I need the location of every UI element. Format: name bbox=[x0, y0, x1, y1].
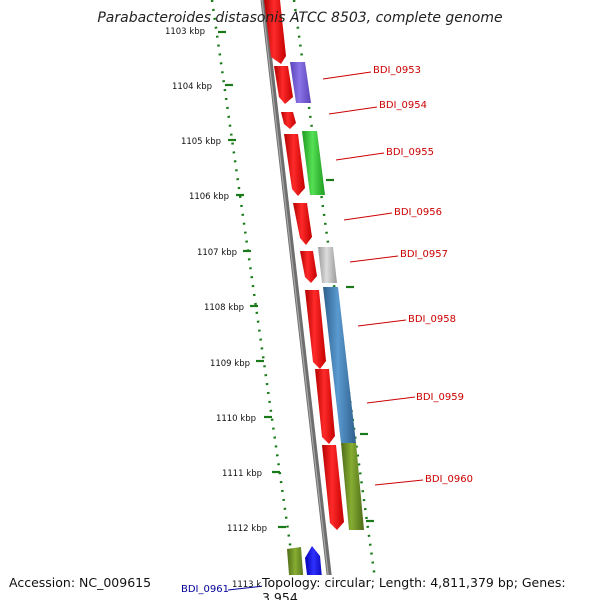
scale-tick-label: 1107 kbp bbox=[197, 248, 237, 258]
gene-label-bdi-0955[interactable]: BDI_0955 bbox=[386, 147, 434, 158]
gene-arrow[interactable] bbox=[322, 445, 344, 530]
gene-label-bdi-0954[interactable]: BDI_0954 bbox=[379, 100, 427, 111]
gene-arrow[interactable] bbox=[274, 66, 293, 104]
gene-grey[interactable] bbox=[318, 247, 337, 283]
gene-olive[interactable] bbox=[341, 443, 364, 530]
scale-tick-label: 1113 kbp bbox=[232, 580, 272, 590]
gene-arrow[interactable] bbox=[284, 134, 305, 196]
accession-label: Accession: NC_009615 bbox=[9, 575, 152, 590]
gc-dotted-track-left bbox=[210, 0, 300, 600]
genome-backbone bbox=[260, 0, 335, 600]
gene-label-bdi-0953[interactable]: BDI_0953 bbox=[373, 65, 421, 76]
gene-purple[interactable] bbox=[290, 62, 311, 103]
gene-label-bdi-0961[interactable]: BDI_0961 bbox=[181, 584, 229, 595]
gc-tick-marks bbox=[218, 30, 374, 529]
genome-title: Parabacteroides distasonis ATCC 8503, co… bbox=[97, 10, 503, 26]
gene-labels: BDI_0953 BDI_0954 BDI_0955 BDI_0956 BDI_… bbox=[181, 65, 473, 595]
scale-tick-label: 1108 kbp bbox=[204, 303, 244, 313]
scale-tick-label: 1103 kbp bbox=[165, 27, 205, 37]
scale-tick-label: 1106 kbp bbox=[189, 192, 229, 202]
scale-tick-label: 1110 kbp bbox=[216, 414, 256, 424]
scale-tick-label: 1105 kbp bbox=[181, 137, 221, 147]
scale-tick-label: 1111 kbp bbox=[222, 469, 262, 479]
gene-label-bdi-0959[interactable]: BDI_0959 bbox=[416, 392, 464, 403]
gene-label-bdi-0960[interactable]: BDI_0960 bbox=[425, 474, 473, 485]
gene-green[interactable] bbox=[302, 131, 325, 195]
genome-summary: Topology: circular; Length: 4,811,379 bp… bbox=[262, 575, 600, 600]
gene-arrow[interactable] bbox=[281, 112, 296, 129]
forward-strand-genes bbox=[264, 0, 344, 530]
gene-arrow[interactable] bbox=[315, 369, 335, 444]
scale-tick-label: 1112 kbp bbox=[227, 524, 267, 534]
gene-label-bdi-0956[interactable]: BDI_0956 bbox=[394, 207, 442, 218]
gene-arrow[interactable] bbox=[305, 290, 326, 369]
gene-steelblue[interactable] bbox=[323, 287, 356, 443]
scale-tick-labels: 1103 kbp 1104 kbp 1105 kbp 1106 kbp 1107… bbox=[165, 27, 272, 590]
gene-arrow[interactable] bbox=[300, 251, 317, 283]
scale-tick-label: 1109 kbp bbox=[210, 359, 250, 369]
gene-arrow[interactable] bbox=[264, 0, 286, 64]
gene-arrow[interactable] bbox=[293, 203, 312, 245]
gene-label-bdi-0957[interactable]: BDI_0957 bbox=[400, 249, 448, 260]
scale-tick-label: 1104 kbp bbox=[172, 82, 212, 92]
gene-label-bdi-0958[interactable]: BDI_0958 bbox=[408, 314, 456, 325]
